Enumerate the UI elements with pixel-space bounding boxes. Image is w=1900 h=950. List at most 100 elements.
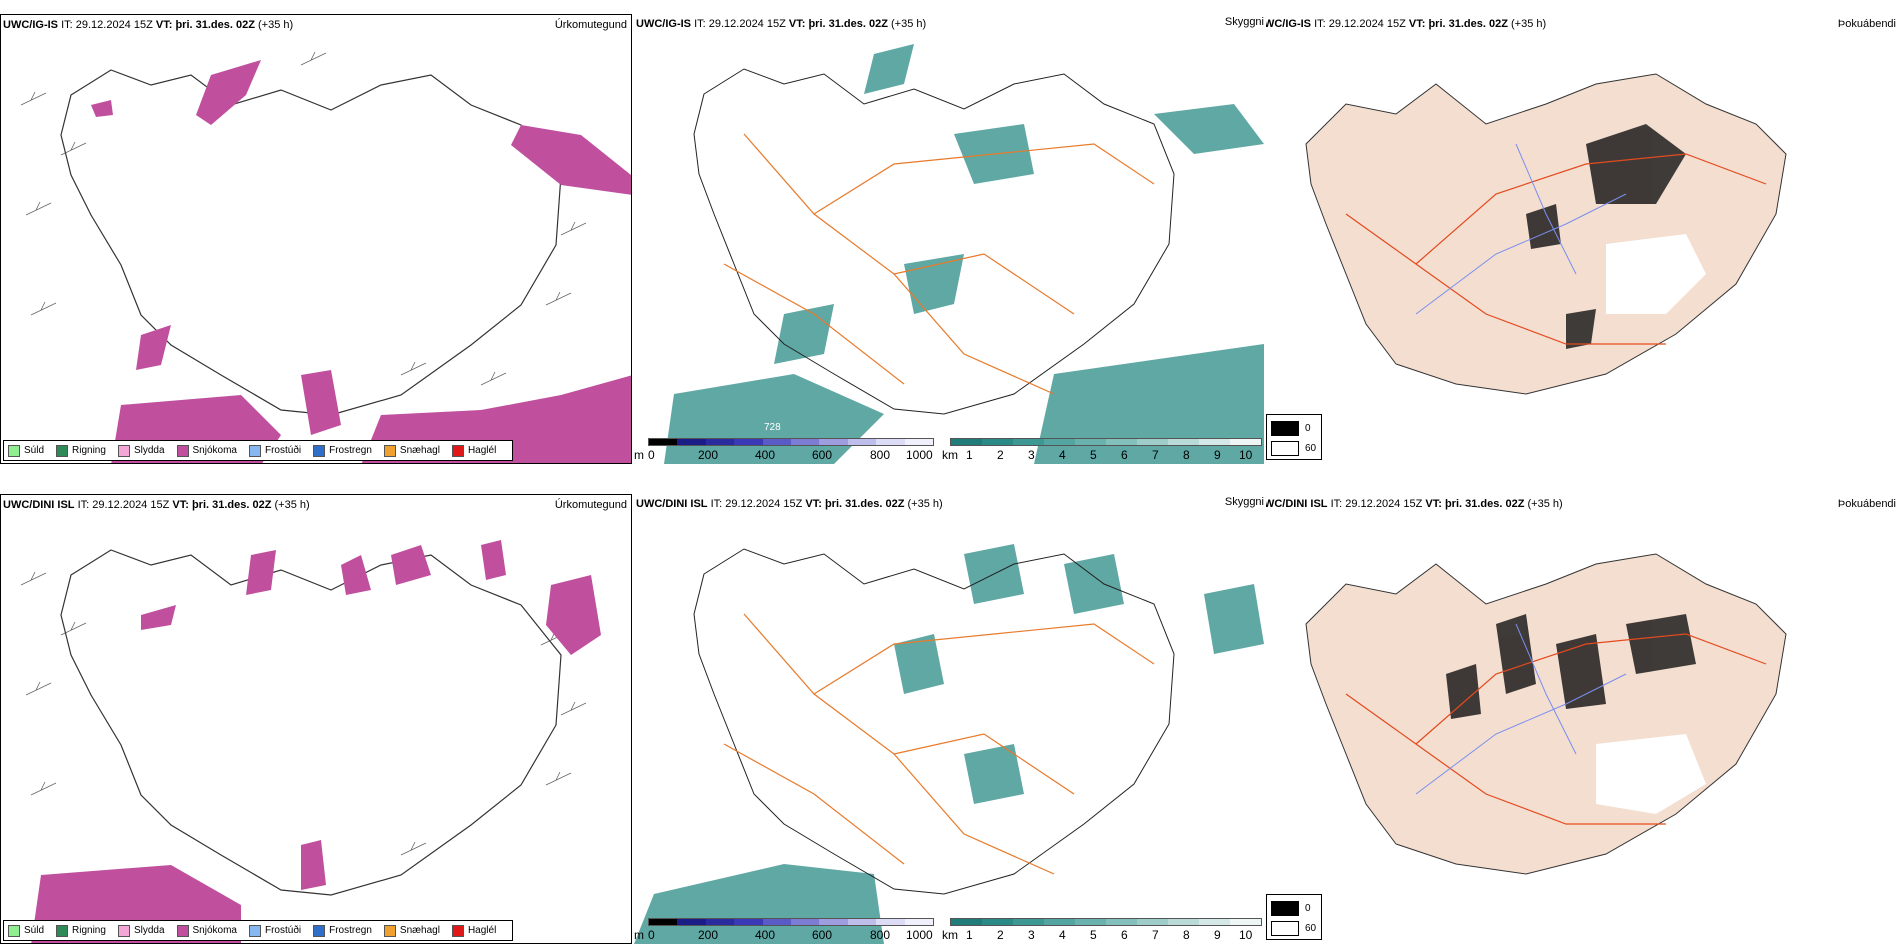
rivers <box>1415 623 1627 795</box>
legend-item-snjokoma: Snjókoma <box>176 444 237 457</box>
legend-item-hagel: Haglél <box>451 444 496 457</box>
roads <box>1345 153 1767 345</box>
scale-tick: 9 <box>1214 928 1221 942</box>
roads <box>723 133 1155 395</box>
scale-unit-km: km <box>942 448 958 462</box>
fog-map-top <box>1305 73 1787 395</box>
scale-tick: 6 <box>1121 448 1128 462</box>
fog-field-name-bottom: Þokuábendi <box>1837 498 1896 510</box>
fog-legend-dark: 0 <box>1305 423 1311 434</box>
wind-barbs <box>20 51 587 386</box>
precip-panel-bottom: UWC/DINI ISL IT: 29.12.2024 15Z VT: þri.… <box>0 494 632 944</box>
scale-tick: 2 <box>997 448 1004 462</box>
rivers <box>1415 143 1627 315</box>
scale-tick: 200 <box>698 928 719 942</box>
scale-tick: 400 <box>755 928 776 942</box>
scale-unit-km: km <box>942 928 958 942</box>
scale-tick: 0 <box>648 448 655 462</box>
visibility-label-a-bottom: 333 <box>936 872 953 883</box>
scale-tick: 9 <box>1214 448 1221 462</box>
scale-tick: 600 <box>812 448 833 462</box>
precip-legend-top: Súld Rigning Slydda Snjókoma Frostúði Fr… <box>3 440 514 461</box>
visibility-field-name-top: Skyggni <box>1224 16 1264 28</box>
iceland-outline <box>693 68 1175 415</box>
precip-legend-bottom: Súld Rigning Slydda Snjókoma Frostúði Fr… <box>3 920 514 941</box>
scale-tick: 8 <box>1183 448 1190 462</box>
scale-tick: 4 <box>1059 448 1066 462</box>
visibility-title-bottom: UWC/DINI ISL IT: 29.12.2024 15Z VT: þri.… <box>636 498 943 510</box>
scale-tick: 8 <box>1183 928 1190 942</box>
scale-tick: 7 <box>1152 928 1159 942</box>
precip-field-name-bottom: Úrkomutegund <box>554 499 627 511</box>
precip-map-top <box>20 51 631 463</box>
visibility-label-a-top: 420 <box>934 386 951 397</box>
scale-tick: 10 <box>1239 448 1253 462</box>
scale-unit-m: m <box>634 928 644 942</box>
scale-tick: 2 <box>997 928 1004 942</box>
scale-tick: 1 <box>966 928 973 942</box>
legend-item-frostregn: Frostregn <box>313 444 372 457</box>
fog-legend-dark: 0 <box>1305 903 1311 914</box>
scale-tick: 200 <box>698 448 719 462</box>
scale-tick: 4 <box>1059 928 1066 942</box>
fog-title-bottom: UWC/DINI ISL IT: 29.12.2024 15Z VT: þri.… <box>1266 498 1563 510</box>
legend-item-rigning: Rigning <box>56 444 106 457</box>
visibility-title-top: UWC/IG-IS IT: 29.12.2024 15Z VT: þri. 31… <box>636 18 927 30</box>
scale-tick: 3 <box>1028 928 1035 942</box>
legend-item-hagel: Haglél <box>451 924 496 937</box>
fog-legend-light: 60 <box>1305 443 1317 454</box>
scale-tick: 10 <box>1239 928 1253 942</box>
visibility-panel-bottom: UWC/DINI ISL IT: 29.12.2024 15Z VT: þri.… <box>634 494 1264 944</box>
snow-areas <box>91 60 631 463</box>
precip-map-bottom <box>20 540 601 943</box>
precip-field-name-top: Úrkomutegund <box>554 19 627 31</box>
iceland-outline <box>693 548 1175 895</box>
iceland-land <box>1305 553 1787 875</box>
scale-tick: 3 <box>1028 448 1035 462</box>
visibility-panel-top: UWC/IG-IS IT: 29.12.2024 15Z VT: þri. 31… <box>634 14 1264 464</box>
snow-areas <box>31 540 601 943</box>
scale-tick: 6 <box>1121 928 1128 942</box>
legend-item-rigning: Rigning <box>56 924 106 937</box>
scale-tick: 600 <box>812 928 833 942</box>
scale-tick: 800 <box>870 448 891 462</box>
legend-item-frostudi: Frostúði <box>248 444 301 457</box>
legend-item-slydda: Slydda <box>117 924 165 937</box>
fog-legend-bottom: 0 60 <box>1266 894 1322 940</box>
roads <box>723 613 1155 875</box>
low-visibility-areas <box>664 44 1264 464</box>
scale-tick: 1 <box>966 448 973 462</box>
scale-tick: 400 <box>755 448 776 462</box>
scale-tick: 5 <box>1090 928 1097 942</box>
fog-title-top: UWC/IG-IS IT: 29.12.2024 15Z VT: þri. 31… <box>1266 18 1547 30</box>
visibility-scale-top: m 0 200 400 600 800 1000 km 1 2 3 4 5 6 … <box>634 438 1264 462</box>
legend-item-snaehagl: Snæhagl <box>383 924 440 937</box>
scale-tick: 1000 <box>906 448 933 462</box>
visibility-field-name-bottom: Skyggni <box>1224 496 1264 508</box>
iceland-outline <box>60 549 562 896</box>
precip-title-bottom: UWC/DINI ISL IT: 29.12.2024 15Z VT: þri.… <box>3 499 310 511</box>
legend-item-frostudi: Frostúði <box>248 924 301 937</box>
visibility-scale-bottom: m 0 200 400 600 800 1000 km 1 2 3 4 5 6 … <box>634 918 1264 942</box>
fog-clear-area <box>1606 234 1706 314</box>
iceland-outline <box>60 69 562 416</box>
legend-item-slydda: Slydda <box>117 444 165 457</box>
fog-legend-top: 0 60 <box>1266 414 1322 460</box>
fog-panel-bottom: UWC/DINI ISL IT: 29.12.2024 15Z VT: þri.… <box>1266 494 1900 944</box>
fog-clear-area <box>1596 734 1706 814</box>
scale-tick: 1000 <box>906 928 933 942</box>
fog-map-bottom <box>1305 553 1787 875</box>
scale-tick: 800 <box>870 928 891 942</box>
visibility-label-b-top: 728 <box>764 422 781 433</box>
legend-item-snaehagl: Snæhagl <box>383 444 440 457</box>
scale-tick: 7 <box>1152 448 1159 462</box>
low-visibility-areas <box>634 544 1264 944</box>
precip-panel-top: UWC/IG-IS IT: 29.12.2024 15Z VT: þri. 31… <box>0 14 632 464</box>
visibility-map-top <box>664 44 1264 464</box>
scale-unit-m: m <box>634 448 644 462</box>
legend-item-frostregn: Frostregn <box>313 924 372 937</box>
roads <box>1345 633 1767 825</box>
scale-tick: 0 <box>648 928 655 942</box>
fog-panel-top: UWC/IG-IS IT: 29.12.2024 15Z VT: þri. 31… <box>1266 14 1900 464</box>
fog-legend-light: 60 <box>1305 923 1317 934</box>
